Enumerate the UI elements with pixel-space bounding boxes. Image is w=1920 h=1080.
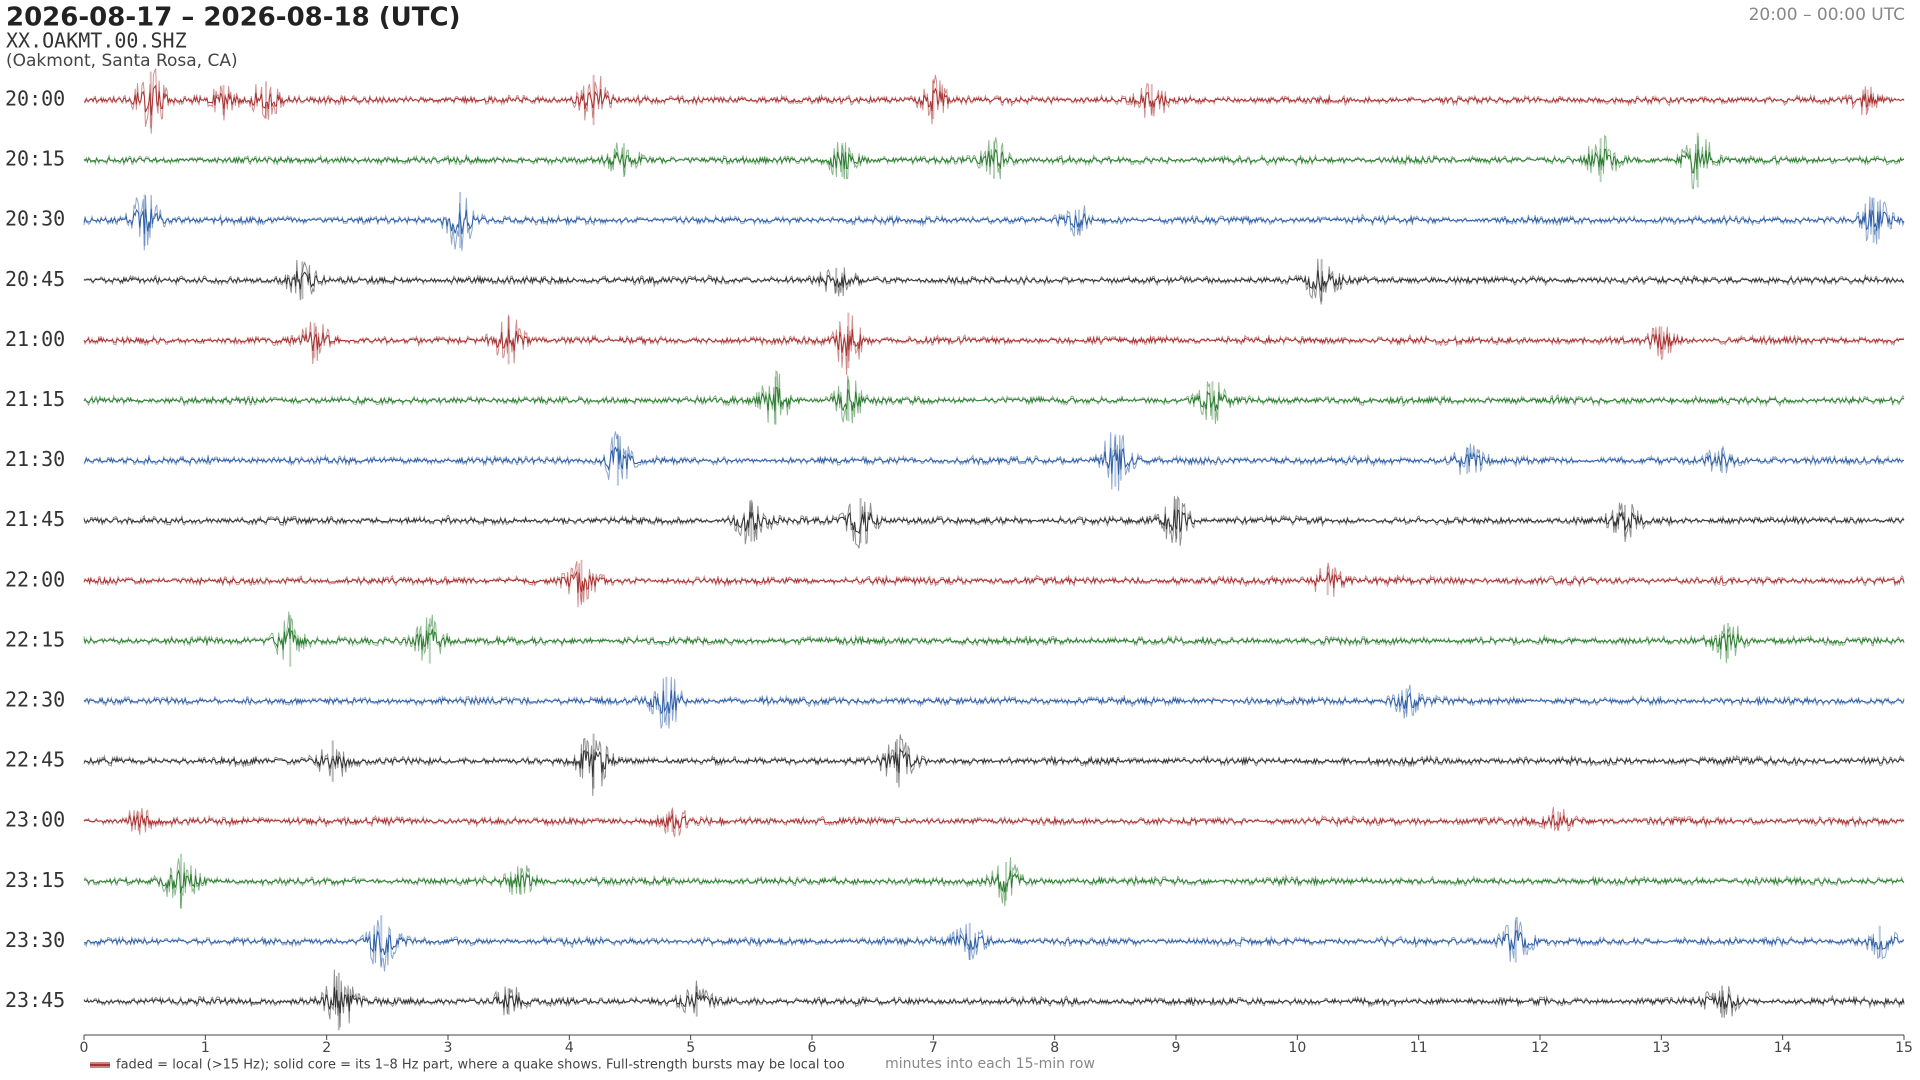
row-label: 22:30	[5, 688, 65, 712]
trace-core	[84, 84, 1905, 116]
trace-core	[83, 208, 1905, 235]
trace-local	[83, 194, 1905, 251]
x-tick-label: 15	[1895, 1040, 1913, 1056]
trace-core	[83, 148, 1905, 174]
trace-core	[83, 747, 1905, 777]
x-tick-label: 6	[808, 1040, 817, 1056]
subtitle: XX.OAKMT.00.SHZ	[6, 29, 187, 53]
row-label: 22:00	[5, 567, 65, 591]
row-label: 23:45	[5, 988, 65, 1012]
trace-local	[83, 676, 1905, 729]
trace-core	[83, 446, 1905, 475]
trace-core	[83, 509, 1905, 535]
x-tick-label: 1	[201, 1040, 210, 1056]
x-tick-label: 13	[1652, 1040, 1670, 1056]
legend-swatch-core	[90, 1064, 110, 1066]
trace-core	[83, 690, 1905, 715]
trace-core	[83, 987, 1905, 1014]
x-tick-label: 10	[1288, 1040, 1306, 1056]
legend-text: faded = local (>15 Hz); solid core = its…	[116, 1058, 845, 1073]
x-tick-label: 5	[686, 1040, 695, 1056]
trace-core	[83, 328, 1904, 357]
row-label: 21:45	[5, 507, 65, 531]
trace-local	[83, 370, 1905, 425]
trace-local	[83, 68, 1905, 134]
trace-core	[83, 270, 1905, 292]
row-label: 21:00	[5, 327, 65, 351]
x-tick-label: 12	[1531, 1040, 1549, 1056]
x-axis-label: minutes into each 15-min row	[885, 1056, 1095, 1072]
row-label: 21:15	[5, 387, 65, 411]
row-label: 21:30	[5, 447, 65, 471]
x-tick-label: 11	[1410, 1040, 1428, 1056]
row-label: 20:15	[5, 147, 65, 171]
trace-core	[83, 813, 1905, 830]
x-tick-label: 2	[322, 1040, 331, 1056]
trace-core	[83, 869, 1905, 894]
row-label: 22:15	[5, 627, 65, 651]
trace-core	[83, 627, 1905, 651]
row-label: 23:30	[5, 928, 65, 952]
row-label: 23:00	[5, 808, 65, 832]
row-label: 23:15	[5, 868, 65, 892]
location: (Oakmont, Santa Rosa, CA)	[6, 51, 238, 71]
x-tick-label: 3	[444, 1040, 453, 1056]
trace-local	[83, 611, 1905, 664]
x-tick-label: 0	[80, 1040, 89, 1056]
chart-title: 2026-08-17 – 2026-08-18 (UTC)	[6, 3, 460, 33]
row-label: 20:45	[5, 267, 65, 291]
trace-local	[83, 561, 1905, 608]
trace-local	[83, 314, 1904, 376]
x-tick-label: 4	[565, 1040, 574, 1056]
trace-local	[83, 734, 1905, 796]
x-tick-label: 9	[1172, 1040, 1181, 1056]
trace-local	[83, 969, 1905, 1028]
row-label: 20:00	[5, 87, 65, 111]
x-tick-label: 7	[929, 1040, 938, 1056]
row-label: 20:30	[5, 207, 65, 231]
x-tick-label: 14	[1774, 1040, 1792, 1056]
time-range: 20:00 – 00:00 UTC	[1749, 5, 1905, 25]
trace-core	[83, 570, 1905, 593]
trace-local	[83, 916, 1905, 972]
trace-local	[83, 806, 1905, 838]
trace-core	[83, 386, 1905, 412]
trace-core	[83, 930, 1904, 956]
row-label: 22:45	[5, 748, 65, 772]
x-tick-label: 8	[1050, 1040, 1059, 1056]
